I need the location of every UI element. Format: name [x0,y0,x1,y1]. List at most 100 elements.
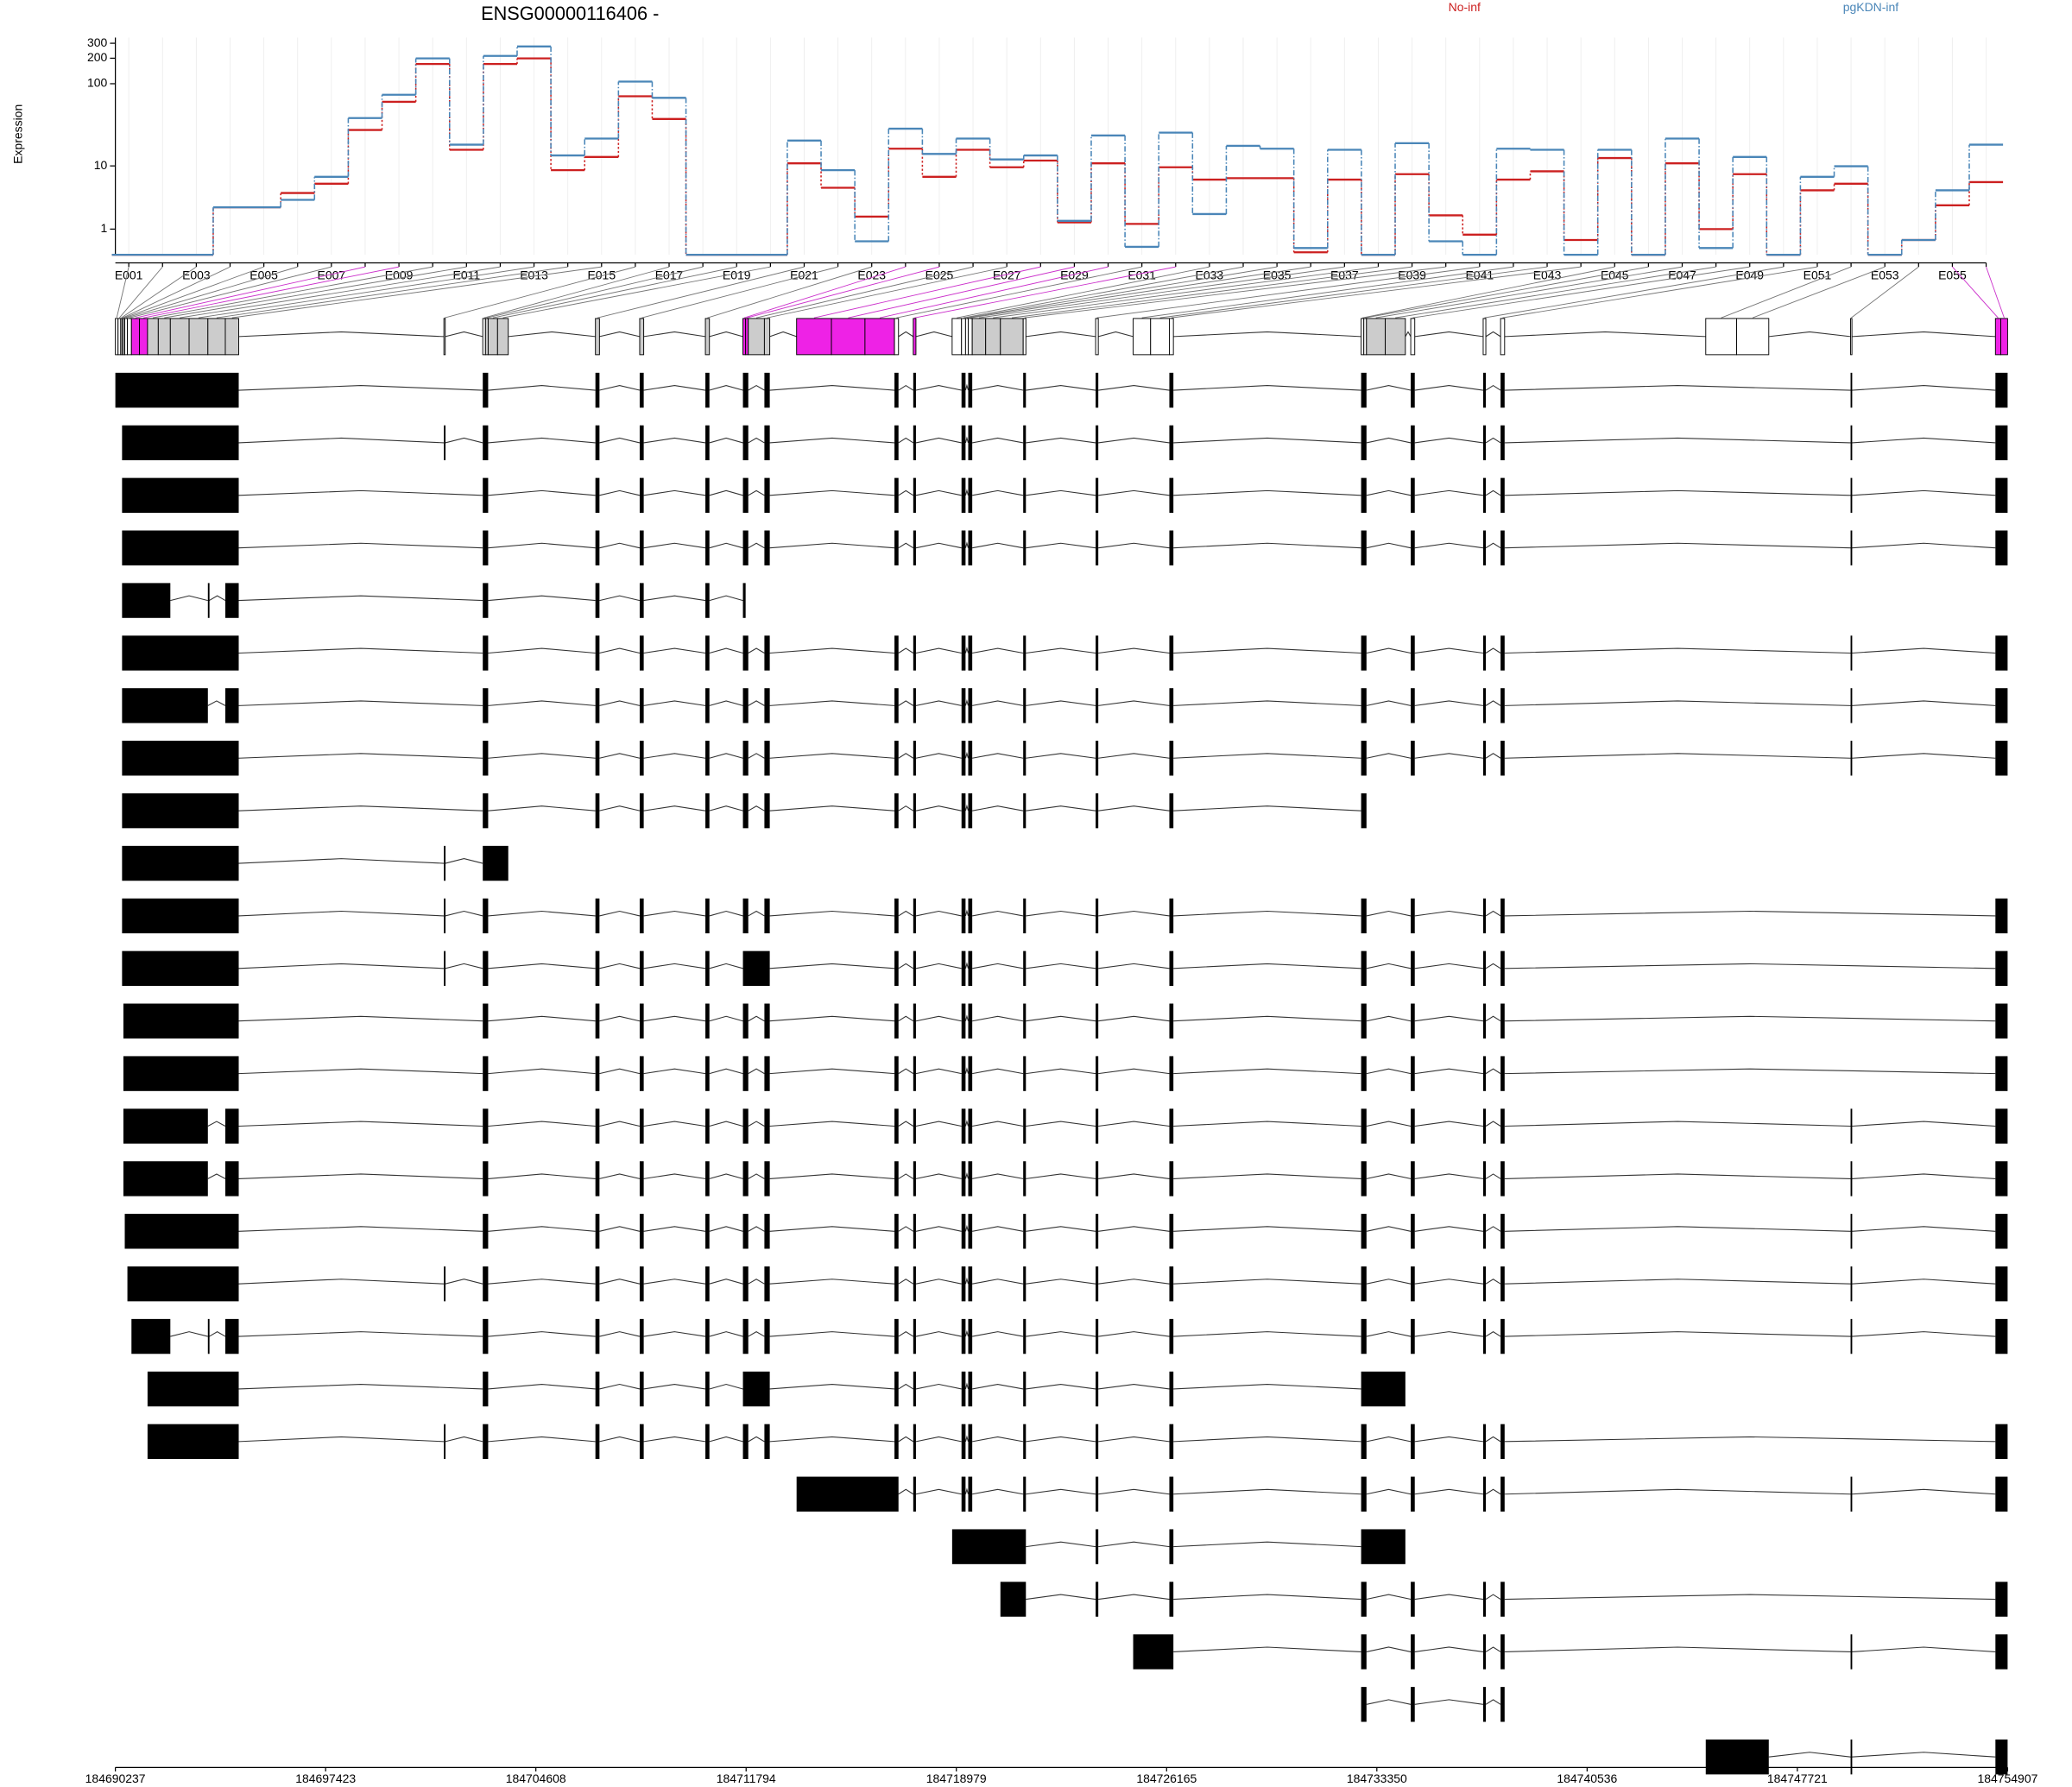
transcript-exon [961,1318,966,1354]
transcript-exon [1500,950,1505,987]
intron [769,1331,895,1337]
intron [488,542,596,549]
intron [972,385,1024,391]
intron [1485,542,1501,549]
legend-label: No-inf [1449,0,1481,14]
bin-connector [143,266,400,319]
intron [1504,1015,1996,1022]
intron [1504,1279,1851,1285]
intron [1026,1279,1096,1285]
bin-connector [957,266,1210,319]
bin-connector [1024,266,1446,319]
intron [1852,1121,1996,1127]
transcript-exon [127,1266,239,1302]
transcript-exon [595,1214,600,1249]
intron [1414,1594,1484,1601]
transcript-exon [1995,898,2008,934]
intron [898,1015,914,1022]
intron [898,805,914,811]
intron [1504,647,1851,654]
intron [1026,700,1096,706]
transcript-exon [1482,530,1487,565]
intron [1852,489,1996,496]
transcript-exon [1169,1003,1174,1039]
transcript-exon [1096,1056,1099,1091]
transcript-exon [1133,1634,1174,1670]
transcript-exon [131,1318,171,1354]
transcript-exon [1361,1318,1367,1354]
intron [1485,647,1501,654]
transcript-exon [595,372,600,408]
transcript-exon [961,1214,966,1249]
intron [1026,1121,1096,1127]
transcript-exon [224,688,239,723]
intron [1098,1541,1170,1548]
transcript-exon [483,1003,489,1039]
transcript-exon [1000,1582,1027,1617]
intron [599,805,641,811]
transcript-exon [1361,1161,1367,1197]
intron [964,1435,970,1443]
transcript-exon [968,1371,973,1407]
transcript-exon [1096,477,1099,514]
transcript-exon [764,1108,770,1144]
x-tick-label: E051 [1804,268,1832,282]
transcript-exon [705,741,710,776]
intron [1504,1488,1851,1495]
exon-bin [639,318,645,356]
bin-connector [1721,266,1852,319]
x-tick-label: E003 [182,268,211,282]
transcript-exon [705,898,710,934]
transcript-exon [1169,1476,1174,1512]
intron [1366,1646,1412,1652]
intron [1485,1226,1501,1232]
intron [1485,1646,1501,1652]
transcript-exon [705,1161,710,1197]
transcript-exon [1023,1108,1027,1144]
intron [709,331,743,338]
intron [748,647,765,654]
intron [1414,385,1484,391]
transcript-exon [1169,1161,1174,1197]
transcript-exon [894,1318,899,1354]
intron [1098,385,1170,391]
intron [1026,1226,1096,1232]
bin-connector [1375,266,1683,319]
transcript-exon [639,1108,644,1144]
intron [445,331,483,338]
transcript-exon [764,898,770,934]
intron [1098,1383,1170,1390]
intron [1366,1488,1412,1495]
intron [1504,910,1996,917]
intron [1852,542,1996,549]
exon-bin [1410,318,1416,356]
transcript-exon [1995,425,2008,461]
transcript-exon [1995,1582,2008,1617]
transcript-exon [913,741,916,776]
transcript-exon [1096,372,1099,408]
intron [748,489,765,496]
intron [1026,1331,1096,1337]
bin-connector [129,266,332,319]
intron [709,595,743,602]
x-tick-label: E015 [587,268,616,282]
intron [1098,1331,1170,1337]
intron [1852,1279,1996,1285]
intron [488,595,596,602]
intron [238,1121,483,1127]
transcript-exon [1169,425,1174,461]
intron [1098,1015,1170,1022]
intron [1414,437,1484,444]
intron [488,1173,596,1179]
intron [488,437,596,444]
exon-bin [1705,318,1737,356]
intron [488,1383,596,1390]
transcript-exon [1482,1318,1487,1354]
bin-connector [1362,266,1615,319]
transcript-exon [1361,1476,1367,1512]
transcript-exon [705,530,710,565]
intron [445,1436,483,1443]
transcript-exon [1411,1108,1415,1144]
intron [207,1173,226,1179]
transcript-exon [1361,1582,1367,1617]
